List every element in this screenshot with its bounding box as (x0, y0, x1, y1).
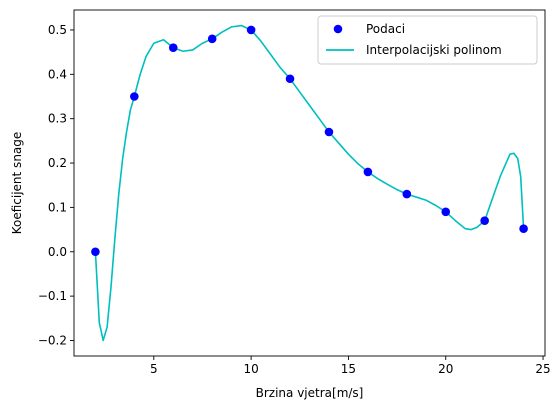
x-tick-label: 20 (438, 362, 453, 376)
y-tick-label: −0.1 (38, 289, 67, 303)
y-tick-label: 0.5 (48, 23, 67, 37)
data-point (441, 207, 451, 217)
data-point (402, 189, 412, 199)
data-point (324, 127, 334, 137)
y-tick-label: 0.3 (48, 112, 67, 126)
data-point (91, 247, 100, 257)
x-tick-label: 15 (341, 362, 356, 376)
data-point (480, 216, 489, 226)
y-tick-label: 0.0 (48, 245, 67, 259)
x-axis-label: Brzina vjetra[m/s] (256, 386, 364, 400)
plot-area (73, 9, 546, 357)
legend-entry-label: Interpolacijski polinom (366, 43, 502, 57)
y-tick-label: −0.2 (38, 333, 67, 347)
y-tick-label: 0.4 (48, 67, 67, 81)
x-tick-label: 10 (243, 362, 258, 376)
axes-frame (73, 9, 546, 357)
series-line-interpolation (94, 24, 525, 342)
data-point (130, 92, 139, 101)
y-axis-label: Koeficijent snage (10, 132, 24, 235)
y-tick-label: 0.2 (48, 156, 67, 170)
data-point (363, 167, 373, 177)
legend: Podaci Interpolacijski polinom (317, 15, 538, 65)
ticks: 5 10 15 20 25 −0.2 −0.1 0.0 0.1 0.2 0.3 0.4 0.5 (38, 23, 551, 376)
data-point (168, 43, 178, 53)
legend-entry-label: Podaci (366, 22, 405, 36)
legend-marker-scatter (333, 24, 343, 34)
x-tick-label: 25 (535, 362, 550, 376)
data-point (207, 34, 217, 44)
data-point (519, 224, 528, 233)
y-tick-label: 0.1 (48, 200, 67, 214)
data-point (285, 74, 295, 84)
legend-box (317, 15, 538, 65)
data-point (246, 25, 256, 35)
x-tick-label: 5 (150, 362, 158, 376)
